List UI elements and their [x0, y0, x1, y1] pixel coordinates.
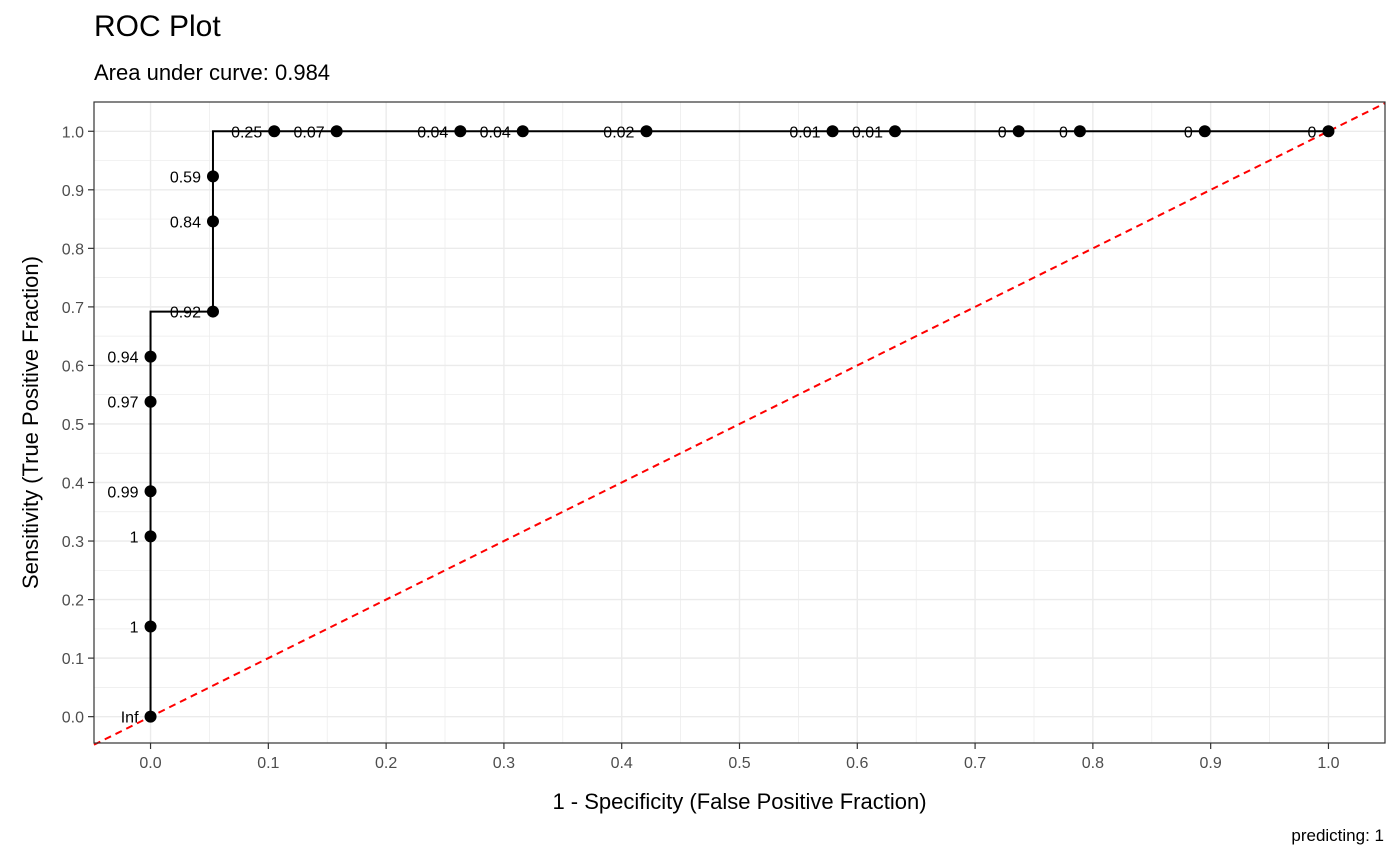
y-tick-label: 0.5 [62, 417, 84, 434]
threshold-label: 0.92 [170, 305, 201, 322]
roc-point [268, 125, 281, 138]
y-axis-title: Sensitivity (True Positive Fraction) [18, 256, 43, 589]
threshold-label: 0.25 [231, 124, 262, 141]
x-tick-label: 0.8 [1082, 755, 1104, 772]
chart-subtitle: Area under curve: 0.984 [94, 60, 331, 85]
chart-caption: predicting: 1 [1291, 826, 1384, 845]
y-tick-label: 0.9 [62, 183, 84, 200]
y-tick-label: 0.8 [62, 241, 84, 258]
x-tick-label: 0.9 [1200, 755, 1222, 772]
x-tick-label: 0.3 [493, 755, 515, 772]
y-ticks: 0.0 0.1 0.2 0.3 0.4 0.5 0.6 0.7 0.8 0.9 1.0 [62, 124, 94, 727]
threshold-label: 0 [1184, 124, 1193, 141]
roc-point [144, 530, 157, 543]
x-tick-label: 1.0 [1317, 755, 1339, 772]
y-tick-label: 0.0 [62, 710, 84, 727]
threshold-label: 0 [1059, 124, 1068, 141]
roc-point [454, 125, 467, 138]
y-tick-label: 0.2 [62, 593, 84, 610]
x-ticks: 0.0 0.1 0.2 0.3 0.4 0.5 0.6 0.7 0.8 0.9 1.0 [139, 743, 1340, 772]
x-tick-label: 0.2 [375, 755, 397, 772]
x-tick-label: 0.4 [611, 755, 633, 772]
chart-title: ROC Plot [94, 10, 221, 43]
roc-points [144, 125, 1335, 723]
roc-point [206, 305, 219, 318]
threshold-label: 0.94 [107, 350, 138, 367]
x-axis-title: 1 - Specificity (False Positive Fraction… [552, 789, 926, 814]
x-tick-label: 0.7 [964, 755, 986, 772]
threshold-label: 0.01 [789, 124, 820, 141]
threshold-label: 0 [998, 124, 1007, 141]
threshold-label: 0.99 [107, 484, 138, 501]
roc-point [330, 125, 343, 138]
roc-point [1073, 125, 1086, 138]
threshold-label: 0.01 [852, 124, 883, 141]
roc-point [144, 710, 157, 723]
roc-point [144, 485, 157, 498]
threshold-label: Inf [121, 710, 139, 727]
threshold-label: 0.02 [603, 124, 634, 141]
x-tick-label: 0.5 [728, 755, 750, 772]
roc-point [1198, 125, 1211, 138]
threshold-label: 0.04 [417, 124, 448, 141]
y-tick-label: 0.6 [62, 358, 84, 375]
threshold-label: 1 [130, 529, 139, 546]
reference-line [93, 102, 1386, 746]
y-tick-label: 0.7 [62, 300, 84, 317]
roc-point [206, 215, 219, 228]
roc-point [826, 125, 839, 138]
roc-point [516, 125, 529, 138]
threshold-label: 0 [1308, 124, 1317, 141]
roc-point [144, 620, 157, 633]
roc-point [888, 125, 901, 138]
threshold-label: 0.59 [170, 169, 201, 186]
y-tick-label: 0.4 [62, 476, 84, 493]
threshold-labels: Inf 1 1 0.99 0.97 0.94 0.92 0.84 0.59 0.25 0.07 0.0… [107, 124, 1316, 726]
threshold-label: 0.97 [107, 395, 138, 412]
threshold-label: 0.04 [480, 124, 511, 141]
roc-point [144, 395, 157, 408]
x-tick-label: 0.1 [257, 755, 279, 772]
roc-point [640, 125, 653, 138]
threshold-label: 0.07 [294, 124, 325, 141]
y-tick-label: 1.0 [62, 124, 84, 141]
threshold-label: 1 [130, 620, 139, 637]
x-tick-label: 0.0 [139, 755, 161, 772]
roc-point [206, 170, 219, 183]
threshold-label: 0.84 [170, 214, 201, 231]
y-tick-label: 0.1 [62, 651, 84, 668]
roc-point [144, 350, 157, 363]
reference-diagonal [93, 102, 1386, 746]
y-tick-label: 0.3 [62, 534, 84, 551]
roc-point [1322, 125, 1335, 138]
grid-lines [93, 102, 1385, 743]
x-tick-label: 0.6 [846, 755, 868, 772]
roc-point [1012, 125, 1025, 138]
